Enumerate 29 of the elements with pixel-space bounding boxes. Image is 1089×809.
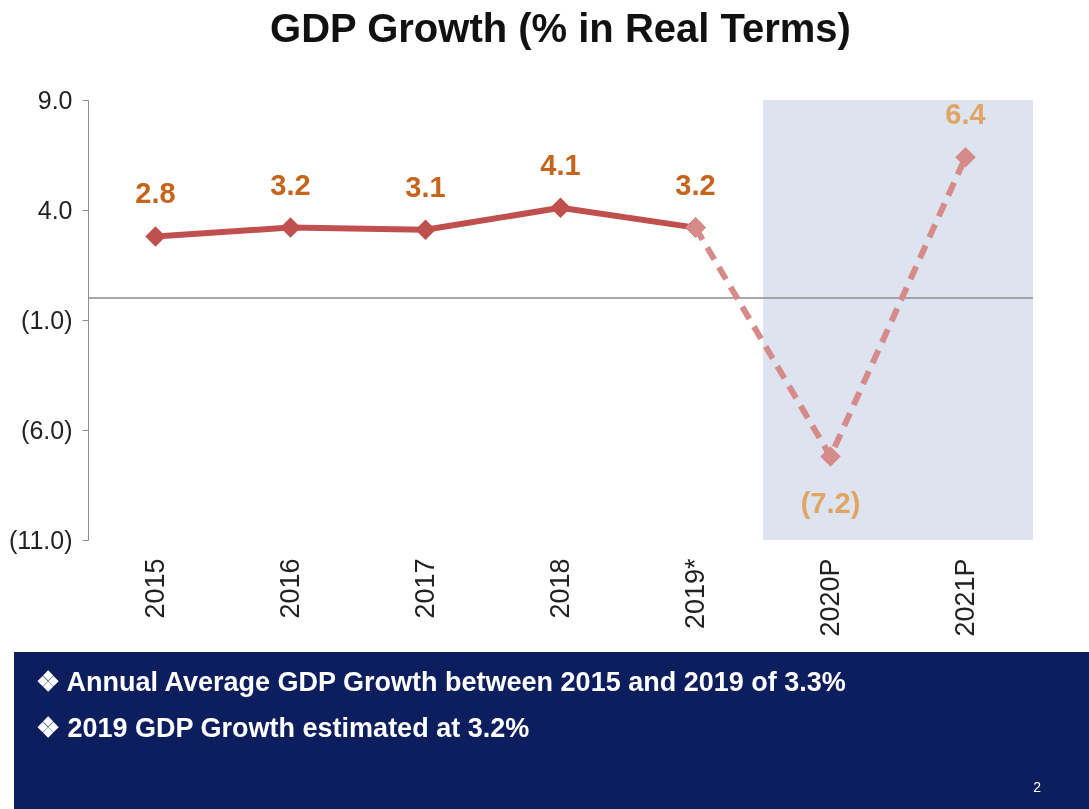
point <box>955 146 976 168</box>
data-label: (7.2) <box>800 487 861 520</box>
x-tick-label: 2020P <box>815 558 845 637</box>
text: ❖ Annual Average GDP Growth between 2015 and 2019 of 3.3% <box>36 666 847 698</box>
x-tick-label: 2019* <box>680 558 710 630</box>
point <box>280 217 301 238</box>
point <box>550 197 571 219</box>
x-tick-label: 2018 <box>545 558 575 619</box>
data-label: 3.2 <box>270 168 311 201</box>
data-label: 2.8 <box>135 177 176 210</box>
chart-title: GDP Growth (% in Real Terms) <box>270 6 851 50</box>
y-tick-label: (11.0) <box>9 525 73 554</box>
x-tick-label: 2015 <box>140 558 170 619</box>
y-tick-label: 4.0 <box>37 195 73 224</box>
y-tick-label: (1.0) <box>21 305 73 334</box>
data-label: 3.1 <box>405 170 446 203</box>
y-tick-label: (6.0) <box>21 415 73 444</box>
x-tick-label: 2016 <box>275 558 305 619</box>
point <box>415 219 436 241</box>
y-tick-label: 9.0 <box>37 85 73 114</box>
data-label: 3.2 <box>675 168 716 201</box>
point <box>820 446 841 467</box>
text: 2 <box>1033 779 1041 795</box>
data-label: 6.4 <box>945 98 986 131</box>
x-tick-label: 2017 <box>410 558 440 619</box>
text: ❖ 2019 GDP Growth estimated at 3.2% <box>36 712 531 744</box>
point <box>145 226 166 247</box>
x-tick-label: 2021P <box>950 558 980 637</box>
data-label: 4.1 <box>540 148 581 181</box>
